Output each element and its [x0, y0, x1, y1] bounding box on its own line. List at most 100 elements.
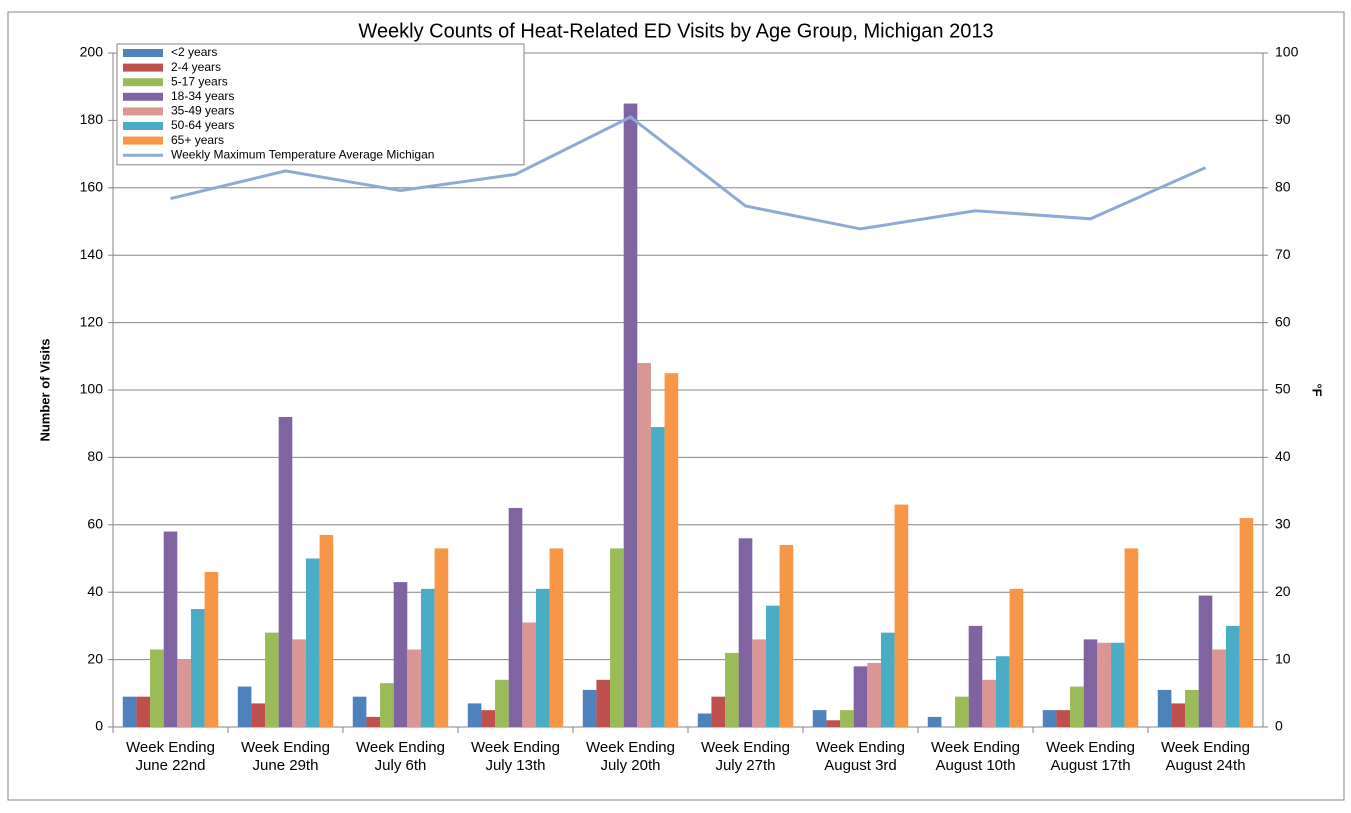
legend-label: 65+ years — [171, 133, 224, 147]
y2-tick-label: 0 — [1275, 718, 1283, 734]
bar — [278, 416, 293, 727]
y-tick-label: 60 — [87, 516, 103, 532]
y2-tick-label: 10 — [1275, 650, 1291, 666]
bar — [664, 373, 679, 727]
bar — [495, 679, 509, 727]
y2-tick-label: 60 — [1275, 313, 1291, 329]
bar — [1157, 689, 1172, 727]
y2-tick-label: 40 — [1275, 448, 1291, 464]
bar — [1110, 642, 1125, 727]
bar — [752, 639, 766, 727]
bar — [637, 363, 651, 727]
bar — [292, 639, 306, 727]
bar — [765, 605, 780, 727]
bar — [1056, 710, 1071, 727]
bar — [522, 622, 536, 727]
y2-tick-label: 70 — [1275, 246, 1291, 262]
bar — [955, 696, 969, 727]
bar — [826, 720, 841, 727]
y2-tick-label: 100 — [1275, 44, 1299, 60]
bar — [840, 710, 854, 727]
x-tick-label: Week Ending August 3rd — [816, 739, 905, 774]
y2-tick-label: 90 — [1275, 111, 1291, 127]
bar — [738, 538, 753, 727]
y2-tick-label: 20 — [1275, 583, 1291, 599]
bar — [434, 548, 449, 727]
bar — [596, 679, 611, 727]
y-tick-label: 180 — [80, 111, 104, 127]
y-tick-label: 160 — [80, 179, 104, 195]
bar — [305, 558, 320, 727]
bar — [779, 545, 794, 727]
bar — [1042, 710, 1057, 727]
bar — [237, 686, 252, 727]
bar — [366, 716, 381, 727]
legend-label: 2-4 years — [171, 60, 221, 74]
bar — [1171, 703, 1186, 727]
bar — [927, 716, 942, 727]
y-tick-label: 140 — [80, 246, 104, 262]
bar — [1009, 588, 1024, 727]
bar — [380, 683, 394, 727]
legend-swatch — [123, 122, 163, 130]
legend-swatch — [123, 107, 163, 116]
x-tick-label: Week Ending July 13th — [471, 739, 560, 774]
bar — [265, 632, 279, 727]
x-tick-label: Week Ending August 24th — [1161, 739, 1250, 774]
bar — [1097, 642, 1111, 727]
bar — [177, 659, 191, 727]
x-tick-label: Week Ending August 17th — [1046, 739, 1135, 774]
y-tick-label: 80 — [87, 448, 103, 464]
x-tick-label: Week Ending June 22nd — [126, 739, 215, 774]
y-tick-label: 20 — [87, 650, 103, 666]
x-tick-label: Week Ending July 6th — [356, 739, 445, 774]
bar — [582, 689, 597, 727]
bar — [853, 666, 868, 727]
legend-label: 18-34 years — [171, 89, 234, 103]
bar — [251, 703, 266, 727]
bar — [163, 531, 178, 727]
bar — [711, 696, 726, 727]
x-tick-label: Week Ending July 20th — [586, 739, 675, 774]
bar — [894, 504, 909, 727]
bar — [136, 696, 151, 727]
legend-swatch — [123, 136, 163, 145]
bar — [1083, 639, 1098, 727]
legend-label: 35-49 years — [171, 104, 234, 118]
legend-label: <2 years — [171, 45, 217, 59]
chart-title: Weekly Counts of Heat-Related ED Visits … — [358, 20, 993, 42]
bar — [549, 548, 564, 727]
bar — [1198, 595, 1213, 727]
y2-tick-label: 80 — [1275, 179, 1291, 195]
bar — [1239, 518, 1254, 727]
bar — [352, 696, 367, 727]
bar — [623, 103, 638, 728]
bar — [150, 649, 164, 727]
bar — [610, 548, 624, 727]
bar — [535, 588, 550, 727]
bar — [204, 571, 219, 727]
y-tick-label: 200 — [80, 44, 104, 60]
legend-box — [116, 43, 525, 166]
bar — [393, 582, 408, 727]
bar — [968, 625, 983, 727]
bar — [190, 609, 205, 727]
y-axis-title: Number of Visits — [37, 338, 52, 441]
bar — [867, 662, 881, 727]
bar — [1070, 686, 1084, 727]
bar — [481, 710, 496, 727]
legend-label: 50-64 years — [171, 118, 234, 132]
bar — [467, 703, 482, 727]
legend-swatch — [123, 92, 163, 101]
bar — [508, 507, 523, 727]
legend-label: 5-17 years — [171, 74, 228, 88]
legend-swatch — [123, 63, 163, 72]
x-tick-label: Week Ending July 27th — [701, 739, 790, 774]
legend-label: Weekly Maximum Temperature Average Michi… — [171, 147, 434, 161]
legend-swatch — [123, 78, 163, 87]
y2-axis-title: °F — [1310, 383, 1325, 396]
bar — [407, 649, 421, 727]
bar — [1225, 625, 1240, 727]
